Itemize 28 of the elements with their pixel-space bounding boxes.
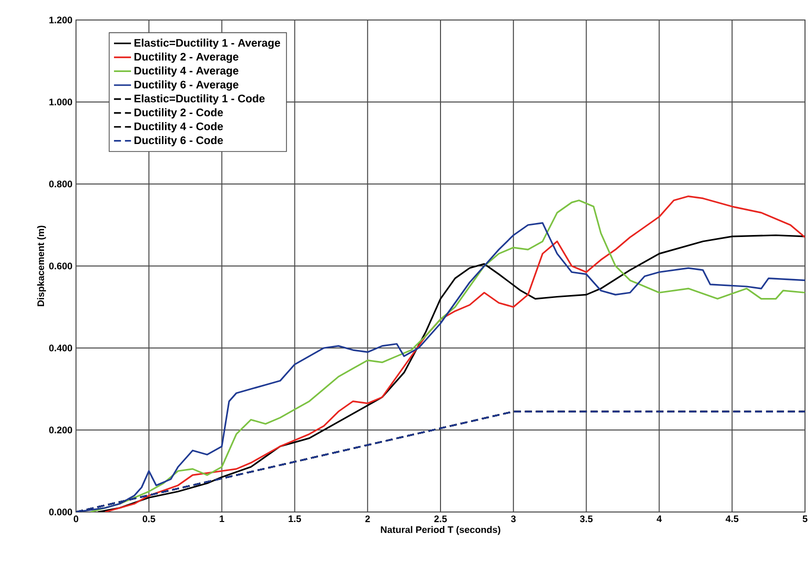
y-tick-label: 0.400 bbox=[49, 344, 72, 352]
legend-label: Ductility 6 - Average bbox=[134, 80, 238, 91]
legend-label: Ductility 2 - Code bbox=[134, 108, 223, 118]
x-tick-label: 4 bbox=[656, 516, 662, 522]
y-tick-label: 0.600 bbox=[49, 262, 72, 270]
legend-label: Elastic=Ductility 1 - Average bbox=[134, 38, 280, 49]
x-tick-label: 0.5 bbox=[142, 516, 156, 522]
x-axis-title: Natural Period T (seconds) bbox=[380, 526, 500, 535]
y-tick-label: 0.800 bbox=[49, 180, 72, 188]
legend-label: Ductility 4 - Average bbox=[134, 66, 238, 77]
y-tick-label: 0.200 bbox=[49, 426, 72, 434]
y-tick-label: 1.200 bbox=[49, 16, 72, 24]
x-tick-label: 3.5 bbox=[580, 516, 593, 522]
y-tick-label: 1.000 bbox=[49, 98, 72, 106]
y-axis-title: Dispkacement (m) bbox=[37, 226, 46, 306]
x-tick-label: 2 bbox=[365, 516, 370, 522]
y-tick-label: 0.000 bbox=[49, 508, 72, 516]
x-tick-label: 0 bbox=[74, 516, 78, 522]
legend-label: Elastic=Ductility 1 - Code bbox=[134, 94, 265, 105]
x-tick-label: 2.5 bbox=[434, 516, 447, 522]
legend-label: Ductility 4 - Code bbox=[134, 122, 223, 132]
legend-label: Ductility 2 - Average bbox=[134, 52, 238, 63]
x-tick-label: 1.5 bbox=[288, 516, 302, 522]
x-tick-label: 4.5 bbox=[726, 516, 738, 522]
x-tick-label: 1 bbox=[220, 516, 224, 522]
legend-label: Ductility 6 - Code bbox=[134, 136, 223, 146]
x-tick-label: 3 bbox=[510, 516, 516, 522]
x-tick-label: 5 bbox=[802, 516, 808, 522]
